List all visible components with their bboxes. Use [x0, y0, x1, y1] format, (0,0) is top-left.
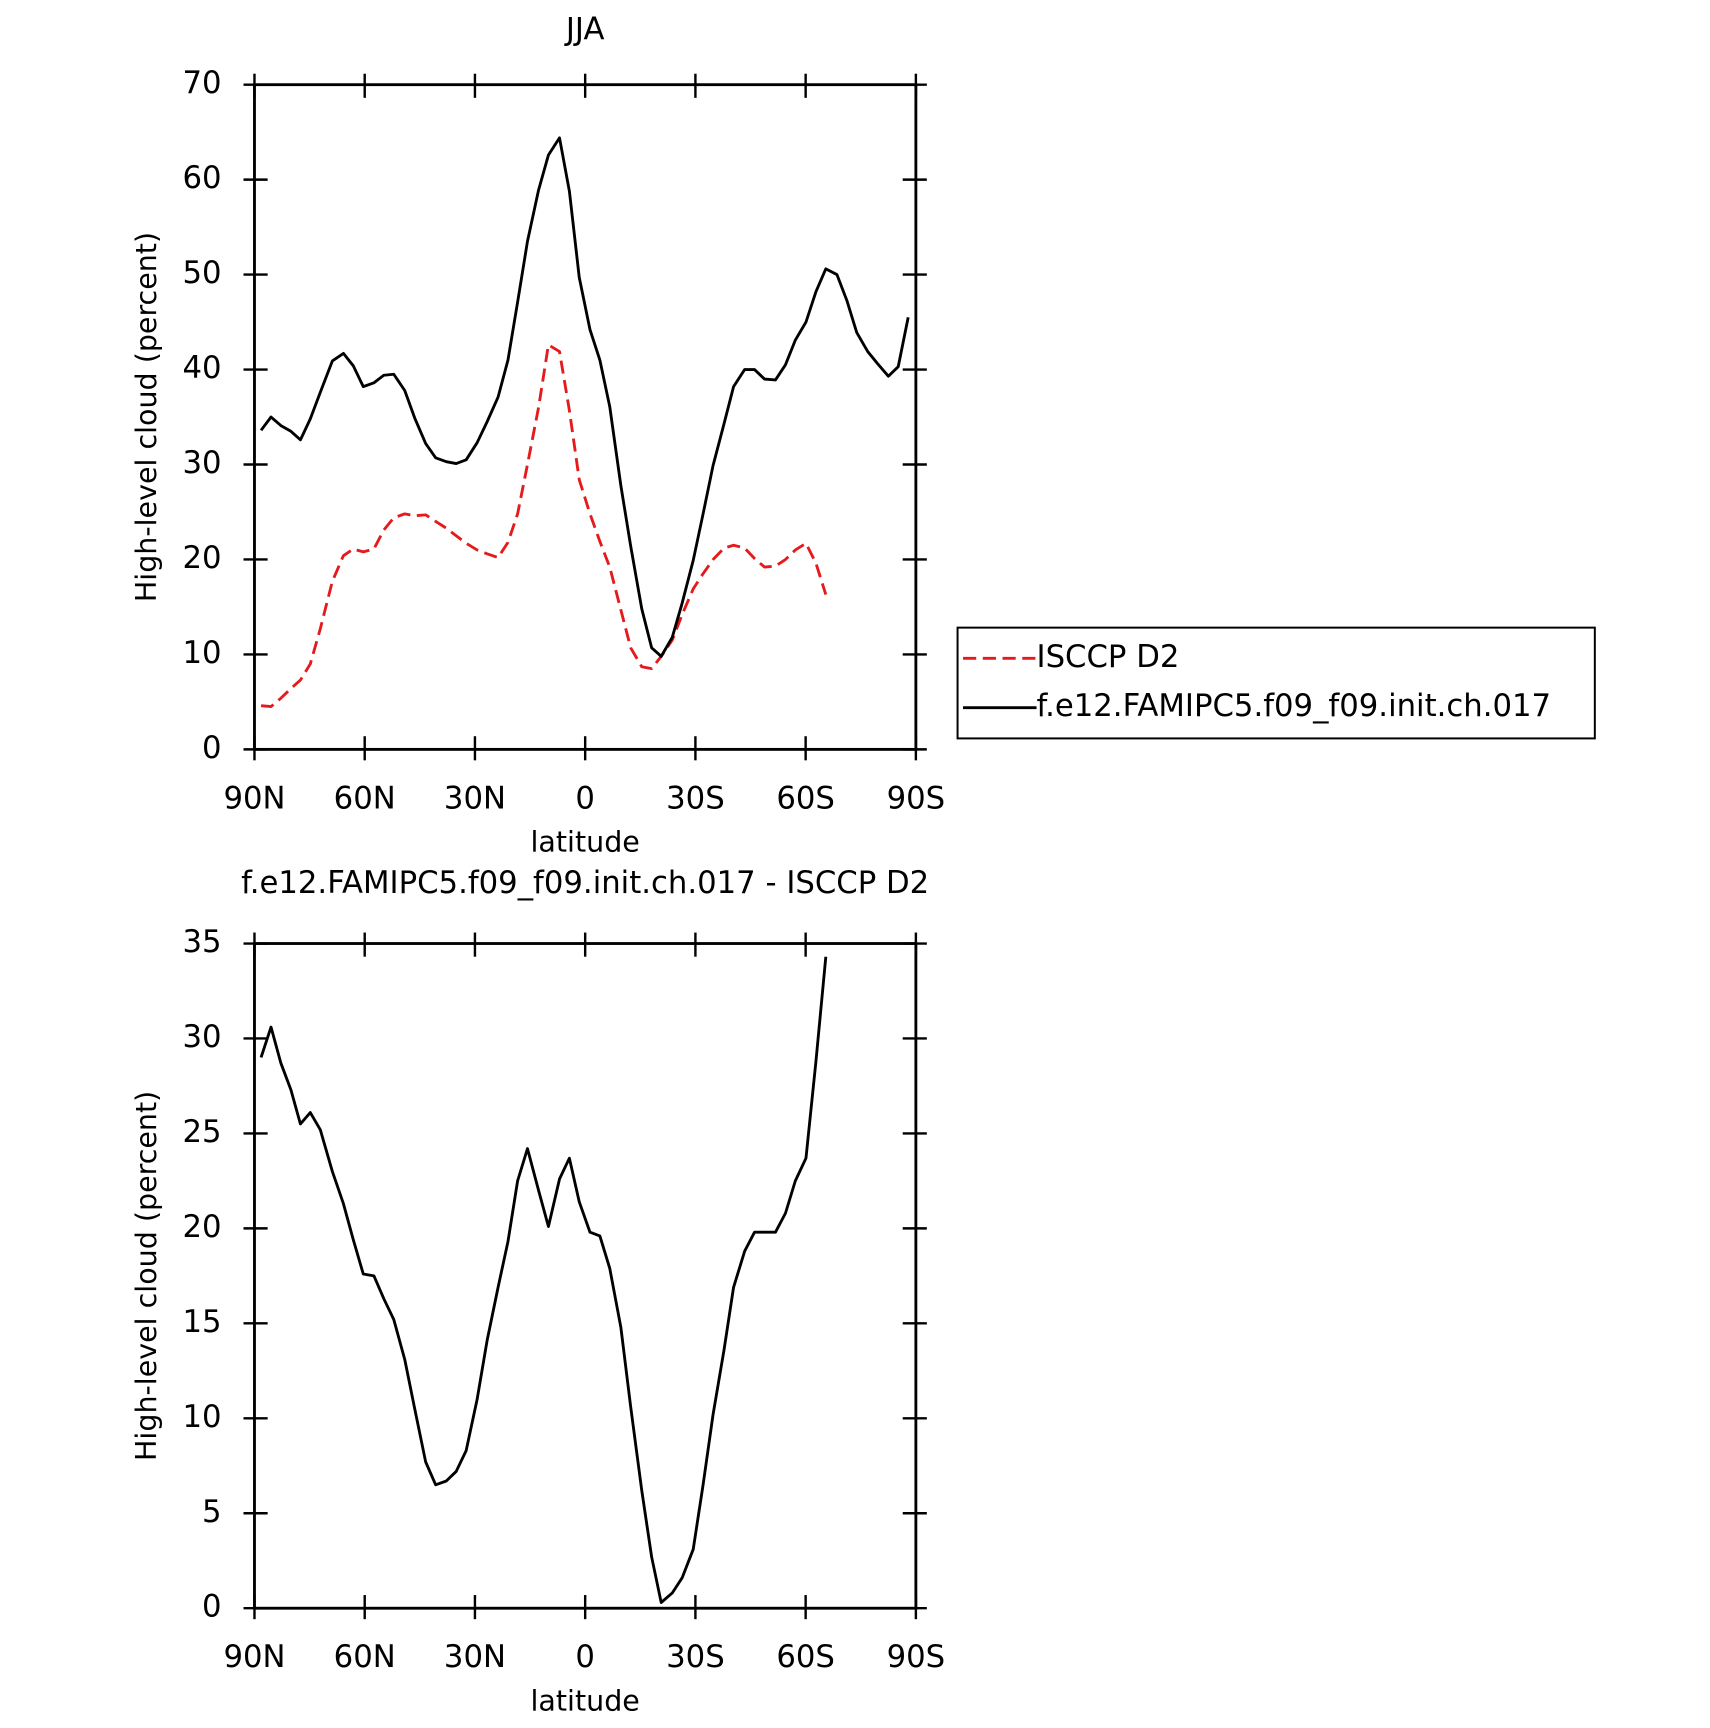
- x-tick-label: 90S: [887, 1639, 946, 1675]
- y-tick-label: 25: [182, 1114, 221, 1150]
- y-tick-label: 40: [182, 350, 221, 386]
- chart-title: f.e12.FAMIPC5.f09_f09.init.ch.017 - ISCC…: [241, 865, 929, 901]
- x-tick-label: 30S: [666, 1639, 725, 1675]
- series-line: [259, 136, 910, 658]
- y-tick-label: 35: [182, 924, 221, 960]
- x-tick-label: 0: [575, 1639, 595, 1675]
- x-tick-label: 60N: [334, 780, 396, 816]
- x-tick-label: 60S: [776, 1639, 835, 1675]
- y-tick-label: 30: [182, 445, 221, 481]
- legend-label: ISCCP D2: [1037, 639, 1180, 675]
- x-tick-label: 60S: [776, 780, 835, 816]
- x-axis-label: latitude: [531, 1685, 640, 1718]
- y-tick-label: 70: [182, 65, 221, 101]
- x-tick-label: 0: [575, 780, 595, 816]
- y-tick-label: 20: [182, 1209, 221, 1245]
- y-tick-label: 10: [182, 1399, 221, 1435]
- y-tick-label: 10: [182, 635, 221, 671]
- chart-title: JJA: [564, 11, 605, 47]
- y-tick-label: 0: [202, 730, 222, 766]
- x-tick-label: 90N: [223, 780, 285, 816]
- y-tick-label: 5: [202, 1494, 222, 1530]
- x-tick-label: 30S: [666, 780, 725, 816]
- legend-label: f.e12.FAMIPC5.f09_f09.init.ch.017: [1037, 688, 1552, 724]
- y-tick-label: 60: [182, 160, 221, 196]
- x-tick-label: 30N: [444, 1639, 506, 1675]
- plot-frame: [253, 83, 918, 751]
- x-tick-label: 90N: [223, 1639, 285, 1675]
- y-axis-label: High-level cloud (percent): [130, 232, 163, 602]
- x-tick-label: 60N: [334, 1639, 396, 1675]
- x-tick-label: 30N: [444, 780, 506, 816]
- legend-box: [956, 626, 1596, 740]
- x-tick-label: 90S: [887, 780, 946, 816]
- x-axis-label: latitude: [531, 826, 640, 859]
- y-tick-label: 20: [182, 540, 221, 576]
- y-tick-label: 30: [182, 1019, 221, 1055]
- y-axis-label: High-level cloud (percent): [130, 1091, 163, 1461]
- y-tick-label: 15: [182, 1304, 221, 1340]
- y-tick-label: 0: [202, 1589, 222, 1625]
- series-line: [260, 343, 828, 709]
- series-line: [259, 956, 828, 1604]
- y-tick-label: 50: [182, 255, 221, 291]
